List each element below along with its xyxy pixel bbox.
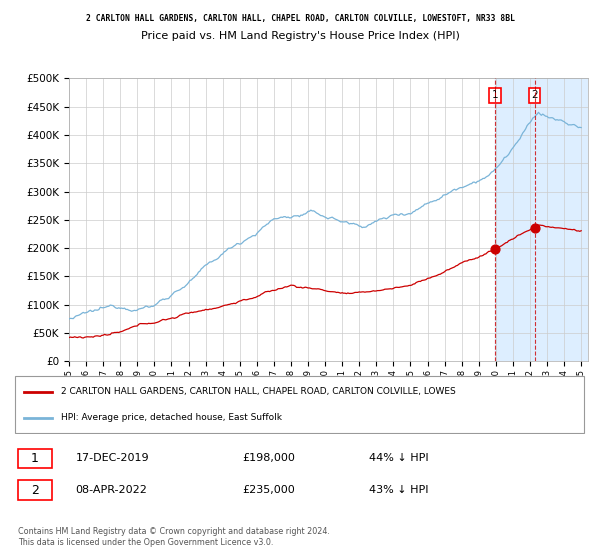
Text: HPI: Average price, detached house, East Suffolk: HPI: Average price, detached house, East… (61, 413, 282, 422)
Text: Contains HM Land Registry data © Crown copyright and database right 2024.
This d: Contains HM Land Registry data © Crown c… (18, 528, 329, 547)
Text: £198,000: £198,000 (242, 453, 295, 463)
Text: 2: 2 (531, 90, 538, 100)
FancyBboxPatch shape (15, 376, 584, 433)
Text: 2 CARLTON HALL GARDENS, CARLTON HALL, CHAPEL ROAD, CARLTON COLVILLE, LOWES: 2 CARLTON HALL GARDENS, CARLTON HALL, CH… (61, 387, 456, 396)
Text: 08-APR-2022: 08-APR-2022 (76, 485, 147, 495)
FancyBboxPatch shape (18, 480, 52, 500)
Text: 2 CARLTON HALL GARDENS, CARLTON HALL, CHAPEL ROAD, CARLTON COLVILLE, LOWESTOFT, : 2 CARLTON HALL GARDENS, CARLTON HALL, CH… (86, 14, 515, 23)
Text: 17-DEC-2019: 17-DEC-2019 (76, 453, 149, 463)
Text: 1: 1 (31, 451, 39, 465)
Point (530, 224, 539, 233)
Text: Price paid vs. HM Land Registry's House Price Index (HPI): Price paid vs. HM Land Registry's House … (140, 31, 460, 41)
Text: 1: 1 (492, 90, 499, 100)
FancyBboxPatch shape (18, 449, 52, 468)
Point (490, 245, 500, 254)
Text: 44% ↓ HPI: 44% ↓ HPI (369, 453, 429, 463)
Text: £235,000: £235,000 (242, 485, 295, 495)
Bar (495, 78, 588, 361)
Text: 43% ↓ HPI: 43% ↓ HPI (369, 485, 428, 495)
Text: 2: 2 (31, 483, 39, 497)
